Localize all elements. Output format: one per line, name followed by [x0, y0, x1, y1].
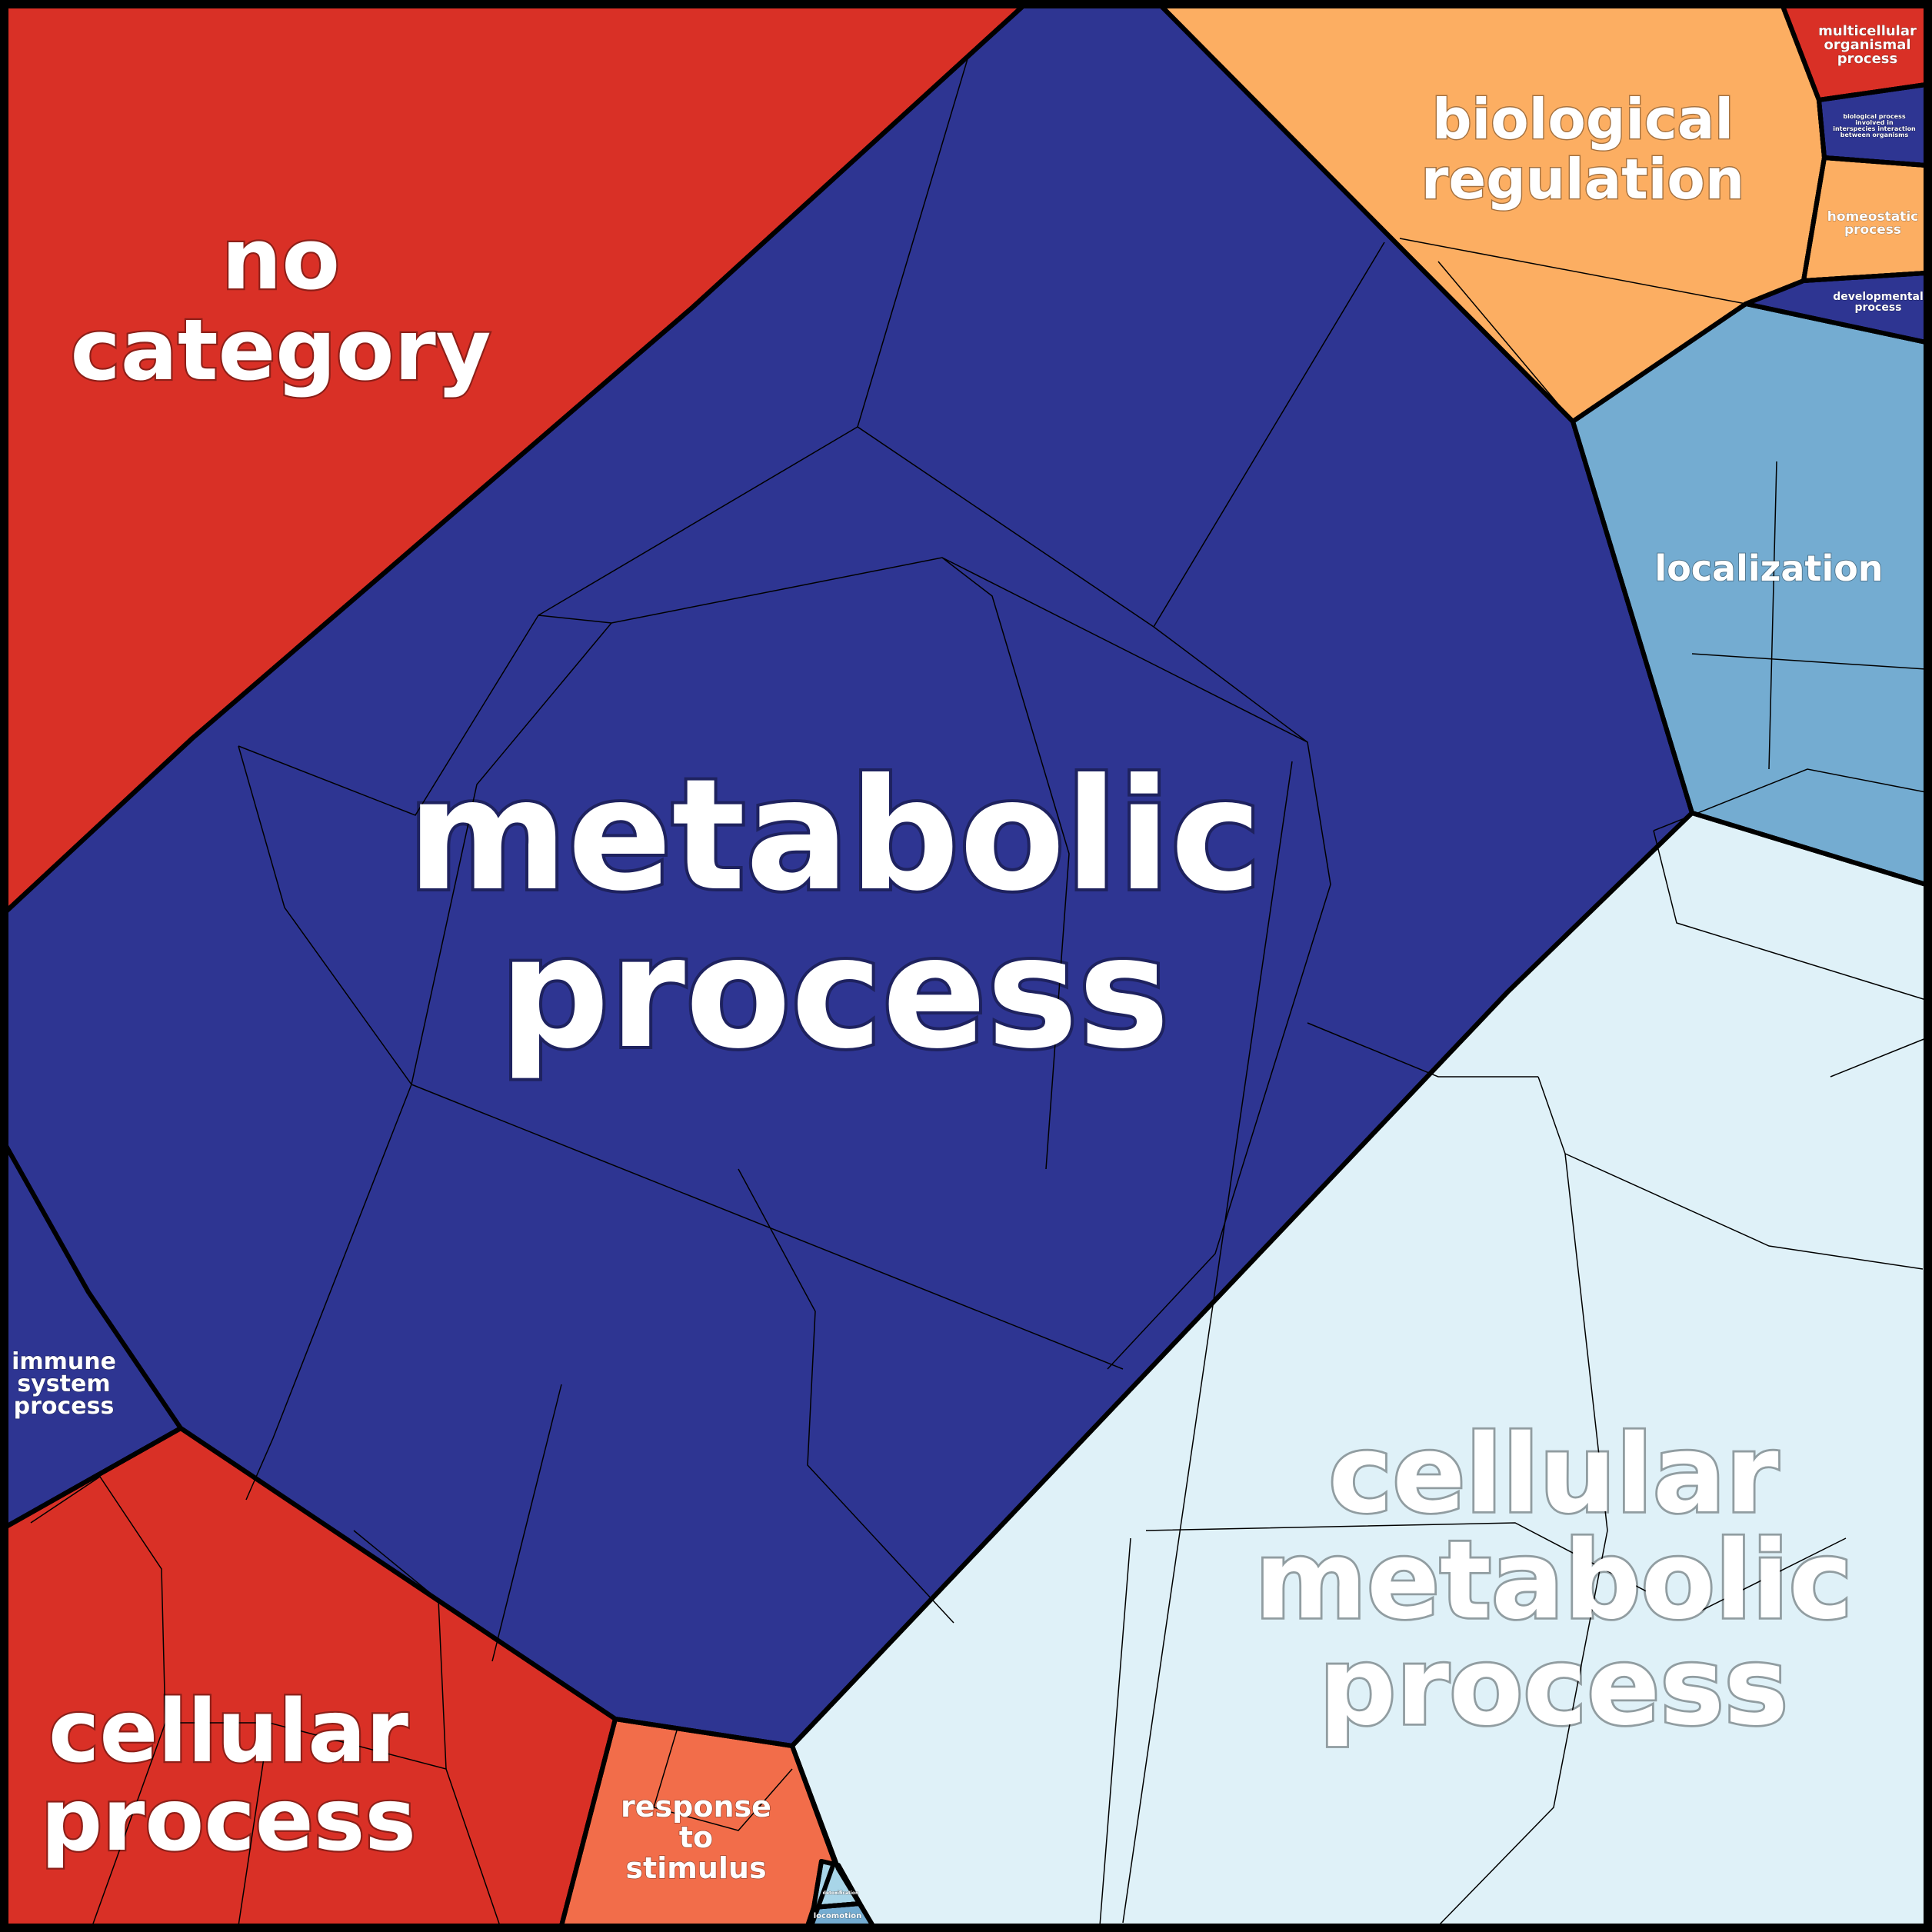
subcell-boundary — [238, 745, 412, 1085]
label-line: response — [621, 1790, 771, 1824]
label-line: cellular — [48, 1682, 408, 1782]
label-line: no — [222, 210, 340, 308]
label-homeostatic-process: homeostatic process — [1827, 209, 1918, 238]
label-cellular-process: cellular process — [41, 1682, 416, 1870]
subcell-boundary — [1399, 238, 1747, 305]
label-line: organismal — [1824, 37, 1910, 53]
label-line: process — [14, 1393, 115, 1420]
subcell-boundary — [238, 426, 858, 816]
subcell-boundary — [1691, 653, 1927, 670]
label-metabolic-process: metabolic process — [408, 746, 1262, 1083]
subcell-boundary — [1830, 1038, 1927, 1078]
label-line: detoxification — [823, 1890, 859, 1896]
label-multicellular-organismal-process: multicellular organismal process — [1818, 23, 1917, 67]
label-line: involved in — [1855, 119, 1894, 126]
cell-outline — [559, 1717, 837, 1928]
subcell-boundary — [30, 1475, 166, 1927]
subcell-boundary — [1653, 768, 1927, 831]
label-line: locomotion — [814, 1912, 862, 1920]
subcell-boundary — [941, 557, 1070, 1170]
label-line: to — [679, 1820, 713, 1854]
label-interspecies-interaction: biological process involved in interspecie… — [1833, 113, 1916, 138]
label-line: stimulus — [625, 1851, 766, 1885]
label-line: localization — [1654, 548, 1883, 589]
subcell-boundary — [857, 53, 1308, 743]
label-response-to-stimulus: response to stimulus — [621, 1790, 771, 1885]
label-detoxification: detoxification — [823, 1890, 859, 1896]
label-line: process — [1837, 51, 1897, 67]
subcell-boundary — [1768, 461, 1777, 770]
label-biological-regulation: biological regulation — [1421, 87, 1744, 212]
label-line: interspecies interaction — [1833, 125, 1916, 132]
subcell-boundary — [653, 1730, 793, 1831]
label-line: homeostatic — [1827, 209, 1918, 225]
label-line: category — [71, 301, 491, 399]
label-line: developmental — [1833, 291, 1924, 303]
label-line: cellular — [1328, 1412, 1778, 1537]
label-line: metabolic — [408, 746, 1262, 925]
subcell-boundary — [1122, 761, 1293, 1924]
cell-outline — [805, 1901, 875, 1928]
subcell-boundary — [411, 622, 1124, 1370]
cell-outline — [1571, 301, 1928, 887]
cell-outline — [1744, 271, 1928, 345]
label-line: process — [41, 1770, 416, 1870]
label-line: biological — [1432, 87, 1734, 152]
label-line: biological process — [1843, 113, 1905, 120]
label-line: process — [499, 904, 1169, 1083]
label-line: process — [1319, 1624, 1788, 1750]
subcell-boundary — [238, 1722, 270, 1927]
subcell-boundary — [165, 1722, 501, 1927]
label-developmental-process: developmental process — [1833, 291, 1924, 314]
label-cellular-metabolic-process: cellular metabolic process — [1254, 1412, 1853, 1750]
subcell-boundary — [1145, 1522, 1847, 1616]
subcell-boundary — [1437, 1153, 1608, 1927]
label-line: metabolic — [1254, 1518, 1853, 1644]
subcell-boundary — [738, 1168, 954, 1624]
cell-outline — [4, 1426, 618, 1928]
label-immune-system-process: immune system process — [12, 1348, 116, 1420]
label-line: immune — [12, 1348, 116, 1375]
subcell-boundary — [1653, 830, 1927, 1001]
label-line: process — [1854, 301, 1901, 314]
subcell-boundary — [1153, 242, 1385, 628]
label-line: system — [17, 1371, 110, 1397]
subcell-boundary — [491, 1384, 562, 1662]
subcell-boundary — [1099, 1537, 1131, 1927]
subcell-boundary — [1437, 261, 1574, 422]
label-line: multicellular — [1818, 23, 1917, 39]
label-no-category: no category — [71, 210, 491, 399]
label-locomotion: locomotion — [814, 1912, 862, 1920]
label-line: between organisms — [1840, 132, 1909, 138]
label-line: regulation — [1421, 147, 1744, 212]
label-line: process — [1844, 222, 1901, 238]
subcell-boundary — [1537, 1076, 1924, 1270]
subcell-boundary — [1307, 1022, 1538, 1078]
label-localization: localization — [1654, 548, 1883, 589]
